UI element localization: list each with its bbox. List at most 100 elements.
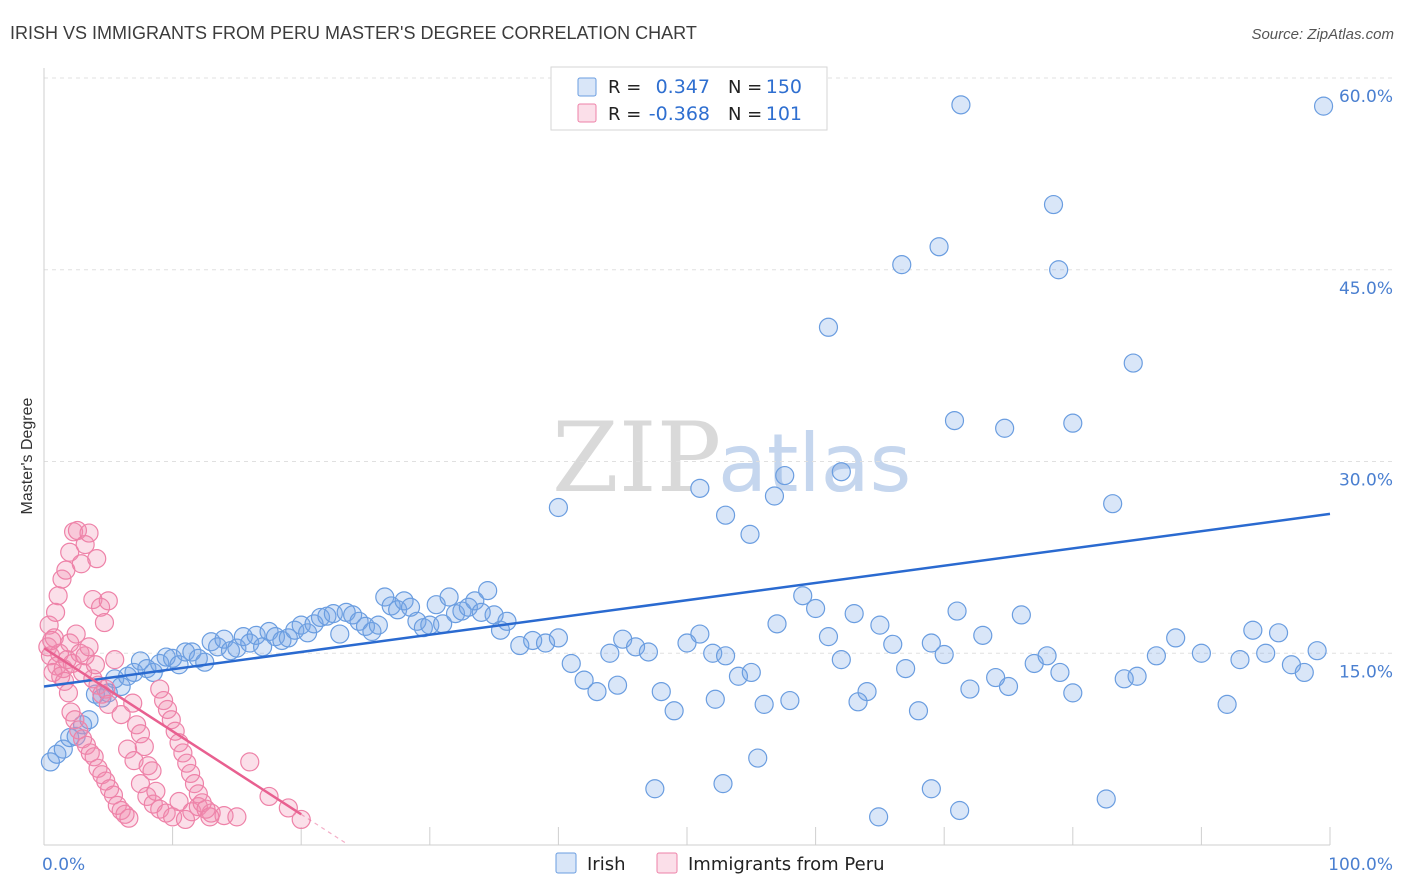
- y-tick-label: 30.0%: [1339, 471, 1393, 491]
- irish-point: [713, 774, 733, 794]
- peru-point: [87, 549, 107, 569]
- peru-point: [71, 554, 91, 574]
- peru-point: [124, 751, 144, 771]
- irish-point: [40, 752, 61, 772]
- watermark: ZIP atlas: [552, 402, 911, 514]
- peru-point: [44, 628, 64, 648]
- watermark-atlas: atlas: [718, 417, 911, 510]
- peru-point: [115, 804, 135, 824]
- peru-point: [85, 655, 106, 675]
- irish-point: [535, 633, 556, 653]
- irish-point: [497, 611, 517, 631]
- legend-n-label-irish: N =: [728, 77, 762, 98]
- irish-point: [793, 586, 813, 606]
- tick-labels: 15.0% 30.0% 45.0% 60.0% 0.0% 100.0%: [42, 87, 1393, 875]
- peru-point: [227, 807, 247, 827]
- peru-point: [150, 679, 170, 699]
- peru-point: [181, 763, 201, 784]
- chart-source: Source: ZipAtlas.com: [1251, 26, 1394, 43]
- irish-point: [1243, 620, 1263, 640]
- irish-point: [883, 634, 903, 654]
- irish-point: [349, 611, 369, 631]
- series-legend-swatch-irish: [555, 852, 577, 874]
- irish-point: [995, 418, 1015, 438]
- irish-point: [950, 800, 970, 821]
- irish-point: [1123, 353, 1143, 373]
- peru-point: [240, 752, 260, 772]
- irish-point: [805, 598, 826, 619]
- irish-point: [1166, 628, 1186, 648]
- stats-legend: R = 0.347 N = 150 R = -0.368 N = 101: [550, 66, 828, 131]
- irish-point: [607, 675, 628, 695]
- peru-point: [111, 800, 131, 821]
- peru-point: [66, 624, 86, 644]
- irish-point: [548, 497, 569, 518]
- gridlines: [44, 77, 1392, 654]
- irish-point: [951, 95, 971, 115]
- irish-point: [278, 628, 298, 648]
- irish-point: [715, 646, 736, 666]
- peru-point: [184, 774, 205, 794]
- y-tick-label: 15.0%: [1339, 662, 1393, 682]
- irish-point: [1103, 494, 1123, 514]
- irish-point: [645, 779, 665, 799]
- irish-point: [1037, 646, 1057, 666]
- irish-point: [478, 581, 498, 601]
- irish-point: [53, 739, 73, 759]
- irish-point: [921, 779, 941, 799]
- peru-point: [161, 710, 181, 730]
- peru-point: [138, 756, 158, 776]
- peru-point: [177, 753, 197, 773]
- irish-point: [998, 676, 1019, 697]
- irish-point: [79, 710, 99, 730]
- legend-swatch-irish: [577, 77, 597, 97]
- y-axis-label: Master's Degree: [19, 397, 36, 514]
- peru-point: [105, 650, 125, 670]
- peru-trend-extension: [300, 813, 347, 844]
- peru-point: [75, 534, 95, 555]
- irish-point: [310, 607, 331, 628]
- irish-point: [896, 658, 916, 679]
- series-legend: Irish Immigrants from Peru: [555, 852, 885, 875]
- series-legend-label-irish: Irish: [587, 854, 626, 875]
- irish-point: [510, 635, 530, 656]
- peru-point: [134, 736, 154, 757]
- peru-point: [142, 761, 162, 781]
- irish-points: [40, 95, 1334, 827]
- peru-point: [117, 739, 138, 759]
- stats-legend-box: [550, 66, 828, 131]
- trend-lines: [43, 512, 1331, 844]
- irish-point: [47, 744, 67, 764]
- irish-point: [929, 237, 949, 257]
- peru-point: [137, 786, 157, 807]
- irish-point: [600, 643, 620, 663]
- chart-title: IRISH VS IMMIGRANTS FROM PERU MASTER'S D…: [10, 23, 697, 43]
- irish-point: [574, 670, 594, 690]
- axes: [43, 68, 1331, 846]
- irish-point: [1294, 662, 1314, 683]
- peru-point: [130, 724, 151, 744]
- irish-point: [330, 624, 350, 644]
- peru-point: [79, 523, 99, 543]
- peru-point: [173, 743, 193, 763]
- peru-point: [200, 807, 220, 827]
- irish-point: [869, 807, 889, 827]
- peru-point: [111, 705, 131, 725]
- irish-point: [1230, 650, 1250, 670]
- irish-point: [764, 486, 785, 506]
- legend-swatch-peru: [577, 103, 597, 123]
- irish-point: [1307, 641, 1327, 661]
- peru-point: [90, 597, 111, 617]
- irish-point: [1050, 662, 1070, 683]
- irish-trend-line: [43, 512, 1331, 688]
- irish-point: [1127, 666, 1147, 686]
- legend-n-value-peru: 101: [766, 103, 802, 125]
- irish-point: [1191, 643, 1212, 663]
- peru-point: [45, 602, 66, 622]
- peru-point: [146, 781, 166, 801]
- irish-point: [400, 597, 421, 617]
- peru-point: [84, 747, 104, 767]
- peru-point: [169, 791, 189, 812]
- irish-point: [831, 462, 851, 482]
- irish-point: [960, 679, 980, 699]
